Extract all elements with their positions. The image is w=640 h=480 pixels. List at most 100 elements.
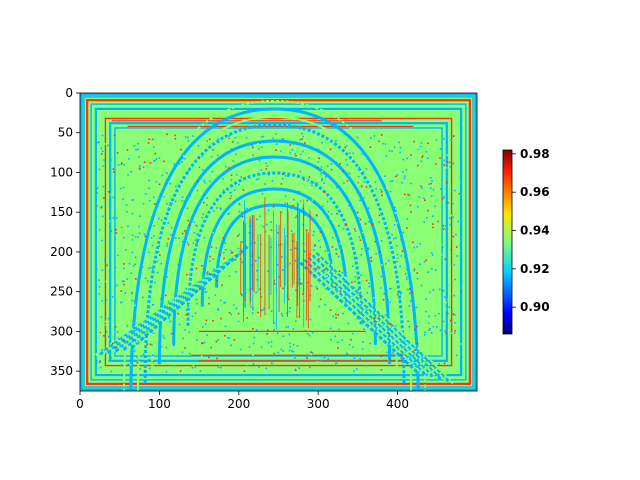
speckle: [338, 249, 341, 252]
speckle: [271, 179, 274, 182]
speckle: [249, 177, 252, 179]
speckle: [95, 325, 98, 328]
speckle: [396, 256, 399, 258]
colorbar-tick-label: 0.92: [520, 262, 550, 276]
speckle: [423, 211, 426, 214]
speckle: [442, 320, 445, 323]
speckle: [123, 283, 125, 286]
speckle: [260, 309, 263, 312]
frame-band: [90, 103, 467, 381]
speckle: [262, 225, 265, 228]
speckle: [136, 362, 139, 364]
speckle: [115, 228, 117, 231]
speckle: [119, 187, 122, 190]
speckle: [308, 334, 311, 337]
speckle: [332, 236, 334, 239]
speckle: [391, 154, 394, 157]
speckle: [380, 351, 383, 354]
speckle: [100, 147, 103, 150]
speckle: [345, 159, 347, 161]
speckle: [294, 357, 296, 359]
speckle: [317, 258, 320, 260]
speckle: [131, 239, 134, 241]
speckle: [396, 302, 399, 305]
speckle: [420, 352, 423, 354]
speckle: [105, 280, 108, 283]
speckle: [200, 342, 203, 345]
speckle: [431, 223, 434, 225]
speckle: [452, 216, 454, 219]
speckle: [366, 309, 368, 311]
speckle: [416, 277, 419, 280]
speckle: [314, 146, 317, 148]
speckle: [378, 273, 381, 276]
speckle: [374, 181, 377, 184]
speckle: [235, 271, 238, 273]
speckle: [166, 276, 168, 278]
speckle: [263, 307, 265, 310]
speckle: [381, 264, 383, 266]
speckle: [446, 312, 449, 315]
speckle: [205, 291, 208, 293]
speckle: [289, 345, 291, 348]
speckle: [316, 361, 319, 363]
speckle: [152, 363, 155, 365]
speckle: [379, 287, 382, 289]
arm-band-right: [317, 250, 455, 385]
speckle: [282, 335, 285, 337]
speckle: [273, 328, 275, 331]
speckle: [382, 298, 385, 301]
speckle: [294, 369, 297, 372]
y-tick-label: 0: [65, 86, 73, 100]
arm-band-right: [299, 261, 419, 374]
speckle: [120, 290, 123, 292]
speckle: [242, 189, 245, 191]
speckle: [178, 163, 181, 165]
speckle: [216, 357, 218, 360]
speckle: [135, 278, 137, 280]
speckle: [388, 259, 390, 262]
speckle: [180, 285, 182, 288]
speckle: [257, 348, 259, 350]
speckle: [177, 312, 179, 315]
speckle: [311, 209, 314, 212]
speckle: [205, 190, 208, 193]
speckle: [459, 176, 462, 179]
speckle: [249, 207, 252, 210]
speckle: [369, 342, 371, 345]
speckle: [232, 237, 235, 240]
speckle: [412, 274, 415, 276]
speckle: [291, 354, 294, 357]
speckle: [131, 292, 134, 295]
speckle: [192, 364, 195, 366]
speckle: [209, 180, 211, 183]
speckle: [105, 352, 107, 355]
speckle: [212, 319, 214, 322]
speckle: [248, 232, 251, 234]
speckle: [369, 220, 371, 223]
speckle: [452, 235, 455, 238]
speckle: [399, 292, 402, 295]
speckle: [192, 289, 195, 291]
speckle: [346, 353, 349, 356]
speckle: [291, 149, 294, 151]
speckle: [380, 355, 382, 358]
speckle: [222, 177, 225, 180]
speckle: [265, 162, 267, 164]
speckle: [456, 255, 459, 257]
speckle: [329, 309, 332, 311]
speckle: [209, 211, 211, 213]
speckle: [454, 321, 456, 324]
speckle: [153, 203, 156, 205]
speckle: [228, 337, 230, 339]
speckle: [238, 183, 240, 186]
speckle: [239, 162, 241, 165]
speckle: [450, 331, 452, 333]
speckle: [215, 247, 218, 249]
speckle: [353, 228, 356, 231]
speckle: [288, 349, 291, 352]
speckle: [446, 154, 449, 156]
speckle: [255, 230, 258, 232]
speckle: [176, 261, 179, 264]
speckle: [353, 293, 356, 296]
